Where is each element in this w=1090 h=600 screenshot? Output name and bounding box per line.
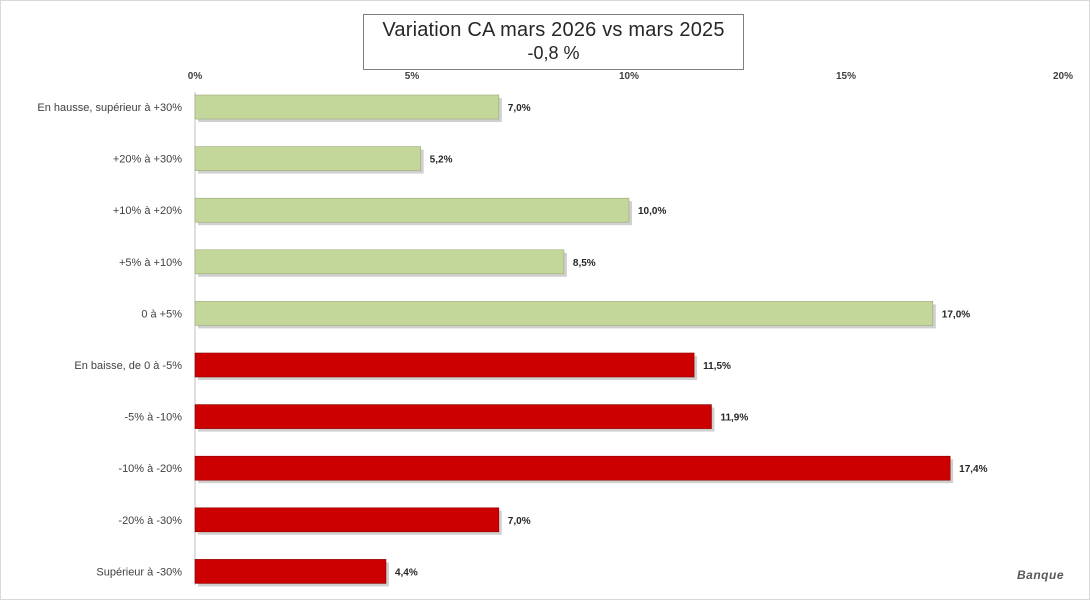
data-label: 7,0% <box>508 103 531 114</box>
bar <box>194 146 421 171</box>
category-label: +10% à +20% <box>113 205 182 217</box>
category-label: -20% à -30% <box>118 515 182 527</box>
bar <box>194 301 934 326</box>
category-label: +5% à +10% <box>119 257 182 269</box>
bar <box>194 352 695 378</box>
x-tick-label: 10% <box>619 71 639 82</box>
category-label: 0 à +5% <box>141 308 182 320</box>
data-label: 17,4% <box>959 464 987 475</box>
x-tick-label: 0% <box>188 71 203 82</box>
x-tick-label: 20% <box>1053 71 1073 82</box>
bar <box>194 559 387 584</box>
x-tick-label: 15% <box>836 71 856 82</box>
data-label: 5,2% <box>430 155 453 166</box>
bar <box>194 94 500 120</box>
bar <box>194 249 565 275</box>
category-label: +20% à +30% <box>113 154 182 166</box>
chart-title-box: Variation CA mars 2026 vs mars 2025 -0,8… <box>363 14 744 70</box>
data-label: 8,5% <box>573 258 596 269</box>
chart-title: Variation CA mars 2026 vs mars 2025 <box>382 19 725 41</box>
bar <box>194 507 500 533</box>
category-label: -5% à -10% <box>125 412 183 424</box>
data-label: 11,9% <box>720 413 748 424</box>
chart-subtitle: -0,8 % <box>527 43 580 63</box>
x-tick-label: 5% <box>405 71 420 82</box>
data-label: 7,0% <box>508 516 531 527</box>
category-label: En hausse, supérieur à +30% <box>37 102 182 114</box>
data-label: 4,4% <box>395 567 418 578</box>
bar <box>194 197 630 223</box>
category-label: -10% à -20% <box>118 463 182 475</box>
category-label: En baisse, de 0 à -5% <box>74 360 182 372</box>
bar <box>194 404 712 429</box>
data-label: 17,0% <box>942 309 970 320</box>
brand-watermark: Banque <box>1016 568 1064 582</box>
bar <box>194 455 951 481</box>
data-label: 10,0% <box>638 206 666 217</box>
category-label: Supérieur à -30% <box>96 566 182 578</box>
data-label: 11,5% <box>703 361 731 372</box>
